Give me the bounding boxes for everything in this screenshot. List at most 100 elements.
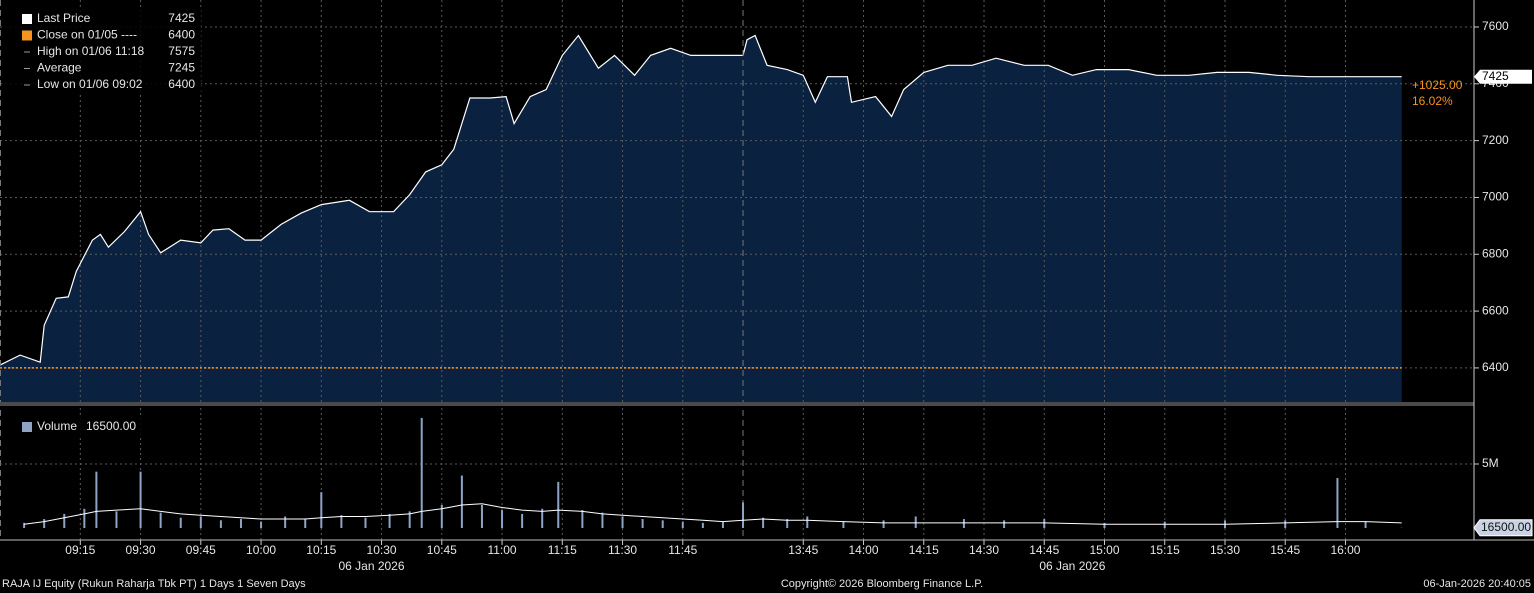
x-tick-label: 10:15 — [306, 543, 336, 557]
x-tick-label: 14:45 — [1029, 543, 1059, 557]
volume-bar — [621, 516, 624, 528]
volume-bar — [304, 519, 307, 528]
volume-bar — [408, 511, 411, 528]
x-tick-label: 10:00 — [246, 543, 276, 557]
volume-bar — [601, 512, 604, 528]
x-tick-label: 15:45 — [1270, 543, 1300, 557]
volume-bar — [23, 522, 26, 528]
volume-bar — [641, 519, 644, 528]
x-tick-label: 14:00 — [848, 543, 878, 557]
volume-bar — [63, 513, 66, 528]
last-volume-label: 16500.00 — [1481, 520, 1531, 534]
legend-value: 6400 — [168, 28, 195, 42]
legend-label: Last Price — [37, 11, 91, 25]
volume-bar — [1043, 519, 1046, 528]
y-tick-label: 6600 — [1482, 303, 1509, 317]
annotation: 16.02% — [1412, 94, 1453, 108]
y-tick-label: 6400 — [1482, 360, 1509, 374]
volume-bar — [364, 517, 367, 528]
volume-bar — [199, 516, 202, 528]
x-date-label: 06 Jan 2026 — [1039, 559, 1105, 573]
legend-label: Close on 01/05 ---- — [37, 28, 137, 42]
legend-swatch — [22, 30, 32, 41]
footer-center: Copyright© 2026 Bloomberg Finance L.P. — [781, 578, 983, 590]
volume-bar — [721, 521, 724, 528]
legend-label: Average — [37, 61, 82, 75]
x-tick-label: 16:00 — [1330, 543, 1360, 557]
volume-bar — [440, 504, 443, 528]
x-tick-label: 13:45 — [788, 543, 818, 557]
y-tick-label: 5M — [1482, 456, 1499, 470]
x-tick-label: 15:15 — [1150, 543, 1180, 557]
volume-bar — [139, 471, 142, 528]
volume-bar — [159, 512, 162, 528]
x-tick-label: 10:30 — [367, 543, 397, 557]
volume-bar — [420, 417, 423, 528]
legend-swatch — [22, 14, 32, 24]
volume-bar — [460, 475, 463, 528]
x-tick-label: 09:15 — [65, 543, 95, 557]
legend-label: Low on 01/06 09:02 — [37, 77, 143, 91]
last-price-label: 7425 — [1482, 69, 1509, 83]
volume-bar — [1163, 521, 1166, 528]
legend-box — [3, 8, 201, 94]
volume-bar — [806, 516, 809, 528]
volume-bar — [882, 520, 885, 528]
y-tick-label: 7600 — [1482, 19, 1509, 33]
legend-value: 7575 — [168, 44, 195, 58]
legend-value: 7425 — [168, 11, 195, 25]
legend-value: 7245 — [168, 61, 195, 75]
volume-bar — [219, 520, 222, 528]
y-tick-label: 6800 — [1482, 246, 1509, 260]
volume-bar — [701, 522, 704, 528]
volume-bar — [179, 517, 182, 528]
y-tick-label: 7000 — [1482, 190, 1509, 204]
volume-bar — [1103, 522, 1106, 528]
legend-value: 16500.00 — [86, 419, 136, 433]
volume-bar — [43, 519, 46, 528]
volume-bar — [480, 504, 483, 528]
volume-bar — [284, 516, 287, 528]
volume-bar — [914, 516, 917, 528]
x-tick-label: 14:15 — [909, 543, 939, 557]
volume-bar — [786, 519, 789, 528]
last-price-tag — [1474, 69, 1532, 84]
volume-bar — [962, 519, 965, 528]
volume-bar — [501, 510, 504, 528]
volume-bar — [1284, 520, 1287, 528]
x-tick-label: 09:45 — [186, 543, 216, 557]
volume-bar — [842, 521, 845, 528]
x-tick-label: 15:00 — [1089, 543, 1119, 557]
x-tick-label: 11:30 — [608, 543, 637, 557]
legend-label: High on 01/06 11:18 — [37, 44, 145, 58]
volume-average — [24, 503, 1402, 525]
volume-bar — [260, 521, 263, 528]
legend-box — [8, 418, 142, 436]
y-tick-label: 7200 — [1482, 133, 1509, 147]
volume-bar — [581, 510, 584, 528]
volume-bar — [557, 481, 560, 528]
volume-bar — [1336, 478, 1339, 528]
volume-bar — [742, 502, 745, 528]
x-tick-label: 10:45 — [427, 543, 457, 557]
volume-bar — [340, 515, 343, 528]
x-tick-label: 11:00 — [487, 543, 516, 557]
legend-label: Volume — [37, 419, 77, 433]
footer-left: RAJA IJ Equity (Rukun Raharja Tbk PT) 1 … — [2, 578, 306, 590]
volume-bar — [762, 517, 765, 528]
volume-bar — [83, 508, 86, 528]
volume-bar — [239, 519, 242, 528]
volume-bar — [1364, 521, 1367, 528]
x-tick-label: 11:45 — [668, 543, 697, 557]
x-tick-label: 09:30 — [126, 543, 156, 557]
x-date-label: 06 Jan 2026 — [338, 559, 404, 573]
legend: Last Price 7425 Close on 01/05 ---- 6400 Hig… — [3, 8, 201, 94]
volume-bar — [95, 471, 98, 528]
price-area — [0, 35, 1402, 402]
x-tick-label: 15:30 — [1210, 543, 1240, 557]
volume-bar — [388, 513, 391, 528]
volume-bar — [1003, 520, 1006, 528]
price-line — [0, 34, 1402, 366]
legend-value: 6400 — [168, 77, 195, 91]
